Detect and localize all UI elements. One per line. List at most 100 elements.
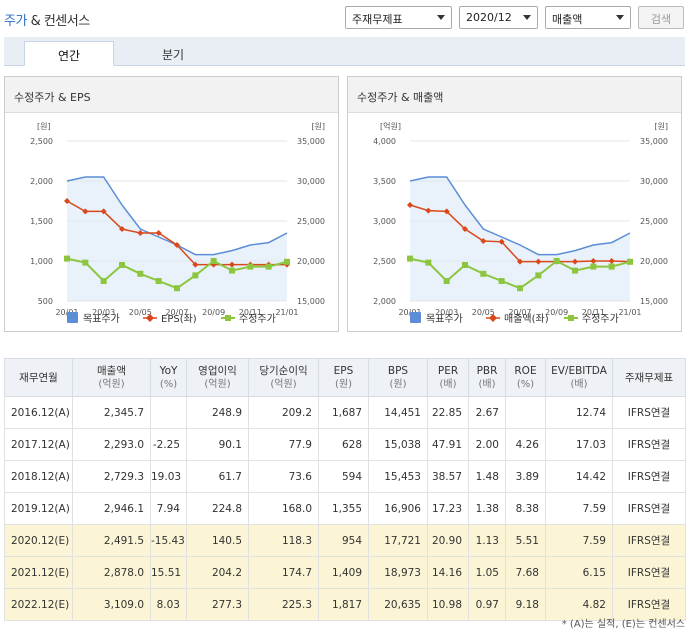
column-header-label: PER: [437, 364, 459, 377]
page-title: 주가 & 컨센서스: [4, 10, 90, 29]
adj-price-point: [572, 267, 578, 274]
table-cell: 15.51: [150, 556, 187, 589]
table-cell: 17.23: [427, 492, 469, 525]
tab-quarterly[interactable]: 분기: [161, 48, 185, 62]
table-cell: 628: [318, 428, 369, 461]
y-tick-label-right: 20,000: [297, 257, 325, 266]
table-cell: IFRS연결: [612, 556, 686, 589]
x-tick-label: 20/05: [129, 308, 152, 317]
right-axis-unit: [원]: [654, 122, 668, 131]
report-type-select[interactable]: 주재무제표: [345, 6, 452, 29]
table-cell: 1,687: [318, 396, 369, 429]
y-tick-label-left: 2,500: [30, 137, 53, 146]
search-button[interactable]: 검색: [638, 6, 684, 29]
left-axis-unit: [원]: [37, 122, 51, 131]
table-cell: 2.00: [468, 428, 506, 461]
y-tick-label-right: 30,000: [640, 177, 668, 186]
table-cell: 6.15: [545, 556, 613, 589]
table-cell: 1,355: [318, 492, 369, 525]
table-cell: 118.3: [248, 524, 319, 557]
legend-label: 목표주가: [426, 313, 463, 325]
chevron-down-icon: [523, 15, 531, 20]
table-cell: 38.57: [427, 460, 469, 493]
table-row: 2021.12(E) 2,878.0 15.51 204.2 174.7 1,409 18,…: [4, 556, 686, 589]
adj-price-point: [517, 285, 523, 292]
column-header-unit: (배): [570, 378, 588, 390]
table-row: 2018.12(A) 2,729.3 19.03 61.7 73.6 594 15,453 3…: [4, 460, 686, 493]
y-tick-label-right: 15,000: [297, 297, 325, 306]
chart-panel-eps: 수정주가 & EPS [원] [원] 2,500 35,000 2,000 30,000 1…: [4, 76, 339, 332]
legend-swatch: [67, 312, 78, 323]
column-header: 영업이익 (억원): [186, 358, 249, 397]
legend-swatch: [410, 312, 421, 323]
table-cell: 2,878.0: [72, 556, 151, 589]
table-cell: 20.90: [427, 524, 469, 557]
adj-price-point: [192, 272, 199, 279]
table-cell: 174.7: [248, 556, 319, 589]
column-header-unit: (억원): [204, 378, 231, 390]
table-cell: 3.89: [505, 460, 546, 493]
column-header-label: EV/EBITDA: [551, 364, 607, 377]
x-tick-label: 20/01: [398, 308, 421, 317]
left-series-point: [498, 238, 505, 245]
chart-panel-title: 수정주가 & EPS: [5, 77, 338, 113]
chart-panel-title: 수정주가 & 매출액: [348, 77, 681, 113]
right-axis-unit: [원]: [311, 122, 325, 131]
table-cell: 1,817: [318, 588, 369, 621]
column-header: BPS (원): [368, 358, 428, 397]
column-header-unit: (원): [389, 378, 407, 390]
column-header-unit: (%): [516, 378, 535, 390]
x-tick-label: 20/11: [582, 308, 605, 317]
price-revenue-chart: [억원] [원] 4,000 35,000 3,500 30,000 3,000 25,000…: [373, 121, 668, 325]
column-header-unit: (억원): [270, 378, 297, 390]
table-cell: 14.42: [545, 460, 613, 493]
left-series-point: [82, 208, 89, 215]
column-header: 재무연월: [4, 358, 73, 397]
table-cell: 224.8: [186, 492, 249, 525]
table-cell: IFRS연결: [612, 396, 686, 429]
left-series-point: [517, 258, 523, 265]
column-header-label: PBR: [476, 364, 498, 377]
y-tick-label-right: 35,000: [640, 137, 668, 146]
table-cell: 2022.12(E): [4, 588, 73, 621]
table-cell: 61.7: [186, 460, 249, 493]
y-tick-label-right: 30,000: [297, 177, 325, 186]
table-cell: IFRS연결: [612, 460, 686, 493]
left-series-point: [590, 258, 597, 264]
x-tick-label: 20/07: [165, 308, 188, 317]
adj-price-point: [174, 285, 180, 292]
table-cell: 1.48: [468, 460, 506, 493]
chevron-down-icon: [616, 15, 624, 20]
left-series-point: [443, 208, 450, 215]
column-header-label: YoY: [159, 364, 178, 377]
x-tick-label: 20/09: [545, 308, 568, 317]
legend-swatch: [489, 314, 497, 322]
left-series-point: [425, 207, 432, 214]
adj-price-point: [608, 263, 615, 270]
table-cell: 2016.12(A): [4, 396, 73, 429]
adj-price-point: [100, 278, 107, 284]
tab-annual[interactable]: 연간: [24, 41, 114, 66]
report-type-value: 주재무제표: [352, 13, 403, 26]
table-cell: 7.94: [150, 492, 187, 525]
y-tick-label-left: 500: [38, 297, 53, 306]
adj-price-point: [64, 255, 70, 262]
table-cell: 2,729.3: [72, 460, 151, 493]
legend-label: 수정주가: [582, 313, 619, 325]
table-cell: 4.82: [545, 588, 613, 621]
table-cell: 209.2: [248, 396, 319, 429]
left-series-point: [119, 226, 125, 232]
y-tick-label-right: 25,000: [640, 217, 668, 226]
table-cell: IFRS연결: [612, 492, 686, 525]
column-header-label: 주재무제표: [624, 371, 674, 384]
table-cell: 73.6: [248, 460, 319, 493]
table-cell: 9.18: [505, 588, 546, 621]
table-cell: 2,293.0: [72, 428, 151, 461]
period-select[interactable]: 2020/12: [459, 6, 538, 29]
legend-label: 목표주가: [83, 313, 120, 325]
metric-select[interactable]: 매출액: [545, 6, 631, 29]
table-row: 2022.12(E) 3,109.0 8.03 277.3 225.3 1,817 20,6…: [4, 588, 686, 621]
y-tick-label-left: 3,500: [373, 177, 396, 186]
column-header: PER (배): [427, 358, 469, 397]
target-price-line: [409, 176, 631, 256]
